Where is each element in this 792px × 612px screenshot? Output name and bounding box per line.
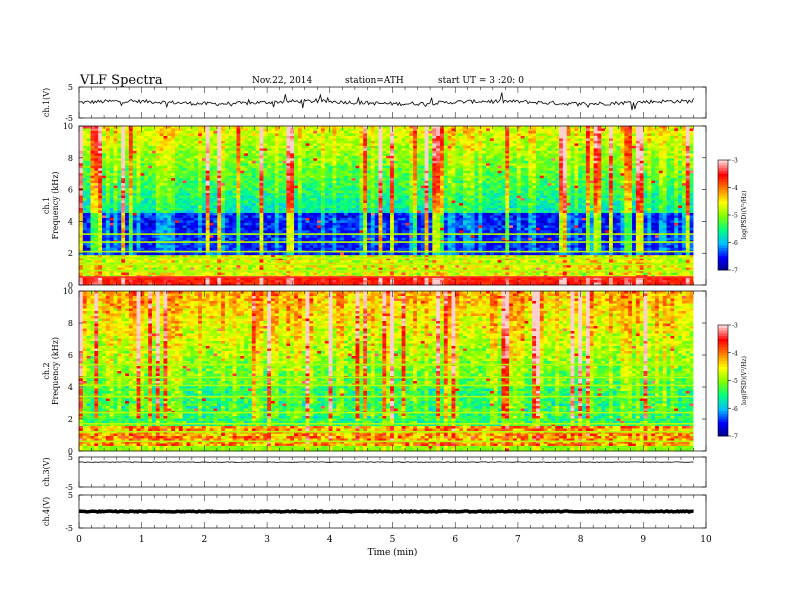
tone-line [79,241,694,243]
y-tick-label: 5 [68,83,73,92]
x-tick-label: 2 [202,535,208,545]
x-tick-label: 0 [76,535,82,545]
colorbar-tick-label: -6 [732,240,738,247]
y-tick-label: 6 [68,351,73,360]
x-tick-label: 7 [515,535,521,545]
tone-line [79,276,694,278]
y-tick-label: 5 [68,453,73,462]
tone-line [79,269,694,272]
blank-area [693,291,706,451]
tone-line [79,363,694,366]
x-tick-label: 1 [139,535,145,545]
colorbar-tick-label: -5 [732,213,738,220]
y-axis-label: ch.3(V) [42,457,51,486]
x-tick-label: 9 [640,535,646,545]
y-tick-label: 10 [63,287,73,296]
y-tick-label: 4 [68,217,73,226]
date-label: Nov.22, 2014 [252,76,312,86]
x-tick-label: 6 [452,535,458,545]
channel-label: ch.1 [42,197,51,214]
y-axis-label: Frequency (kHz) [51,337,60,405]
colorbar-tick-label: -4 [732,185,738,192]
x-tick-label: 4 [327,535,333,545]
colorbar-tick-label: -7 [732,434,738,441]
colorbar-ch.1 [718,160,728,271]
trace-ch.1(V) [79,92,694,111]
y-tick-label: -5 [65,483,73,492]
x-tick-label: 3 [264,535,270,545]
colorbar-tick-label: -3 [732,323,738,330]
y-tick-label: 2 [68,249,73,258]
chart-title: VLF Spectra [80,73,163,88]
spectrogram-ch.2 [79,291,694,452]
colorbar-label: log(PSD)(V²/Hz) [741,191,748,240]
channel-label: ch.2 [42,362,51,379]
tone-line [79,384,694,387]
tone-line [79,395,694,398]
y-tick-label: 8 [68,154,73,163]
y-tick-label: -5 [65,114,73,123]
colorbar-tick-label: -5 [732,378,738,385]
y-tick-label: 0 [68,447,73,456]
y-tick-label: 0 [68,281,73,290]
x-axis-label: Time (min) [368,547,418,558]
y-tick-label: 6 [68,186,73,195]
tone-line [79,233,694,235]
x-tick-label: 10 [700,535,712,545]
tone-line [79,440,694,443]
x-tick-label: 8 [578,535,584,545]
colorbar-tick-label: -4 [732,350,738,357]
trace-ch.4(V) [78,509,694,514]
y-axis-label: ch.4(V) [42,497,51,526]
tone-line [79,423,694,425]
tone-line [79,411,694,414]
colorbar-ch.2 [718,325,728,437]
x-tick-label: 5 [390,535,396,545]
tone-line [79,431,694,433]
colorbar-label: log(PSD)(V²/Hz) [741,356,748,405]
tone-line [79,376,694,379]
colorbar-tick-label: -3 [732,158,738,165]
y-axis-label: Frequency (kHz) [51,171,60,239]
station-label: station=ATH [345,76,404,86]
spectrogram-ch.1 [79,126,694,286]
colorbar-tick-label: -7 [732,268,738,275]
tone-line [79,257,694,259]
trace-ch.3(V) [79,461,694,463]
y-tick-label: 5 [68,491,73,500]
y-tick-label: -5 [65,524,73,533]
y-axis-label: ch.1(V) [42,88,51,117]
colorbar-tick-label: -6 [732,406,738,413]
start-ut-label: start UT = 3 :20: 0 [438,76,524,86]
tone-line [79,250,694,253]
y-tick-label: 8 [68,319,73,328]
y-tick-label: 4 [68,383,73,392]
y-tick-label: 2 [68,415,73,424]
tone-line [79,263,694,266]
blank-area [693,126,706,285]
y-tick-label: 10 [63,122,73,131]
